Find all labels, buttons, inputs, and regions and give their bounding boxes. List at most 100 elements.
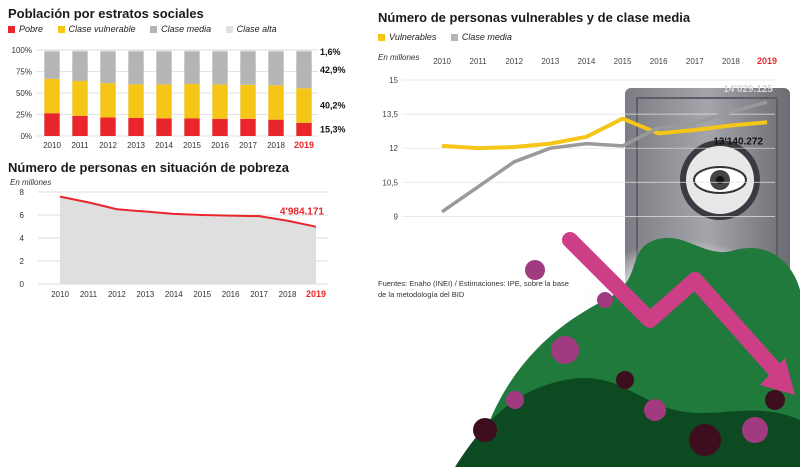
bar-segment xyxy=(44,50,60,52)
bar-segment xyxy=(72,51,88,81)
legend-swatch-icon xyxy=(450,34,458,42)
y-tick-label: 100% xyxy=(12,46,32,55)
bar-segment xyxy=(268,119,284,136)
data-label: 40,2% xyxy=(320,101,346,111)
bar-segment xyxy=(296,88,312,123)
legend-label: Pobre xyxy=(19,24,44,34)
bar-segment xyxy=(240,118,256,136)
x-tick-label: 2012 xyxy=(108,290,126,299)
x-tick-label: 2013 xyxy=(136,290,154,299)
x-tick-label: 2018 xyxy=(267,141,285,150)
chart1-title: Población por estratos sociales xyxy=(8,6,204,21)
bar-segment xyxy=(184,50,200,52)
bar-segment xyxy=(156,84,172,119)
x-tick-label: 2013 xyxy=(541,57,559,66)
legend-swatch-icon xyxy=(150,26,158,34)
source-note: Fuentes: Enaho (INEI) / Estimaciones: IP… xyxy=(378,279,569,299)
series-line xyxy=(59,195,317,228)
bar-segment xyxy=(156,50,172,52)
bar-segment xyxy=(184,118,200,136)
bar-segment xyxy=(72,115,88,136)
series-line xyxy=(441,116,768,151)
y-tick-label: 0 xyxy=(20,280,25,289)
bar-segment xyxy=(296,50,312,52)
y-tick-label: 0% xyxy=(20,132,32,141)
bar-segment xyxy=(128,84,144,118)
legend-item-vulnerable: Clase vulnerable xyxy=(57,24,136,34)
x-tick-label: 2012 xyxy=(505,57,523,66)
bar-segment xyxy=(100,117,116,136)
bar-segment xyxy=(44,113,60,136)
x-tick-label: 2011 xyxy=(71,141,89,150)
data-label: 1,6% xyxy=(320,47,341,57)
bar-segment xyxy=(212,118,228,136)
y-tick-label: 10,5 xyxy=(382,178,398,187)
legend-label: Clase media xyxy=(461,32,512,42)
x-tick-label: 2014 xyxy=(578,57,596,66)
legend-item-clase-media: Clase media xyxy=(450,32,512,42)
series-line xyxy=(441,100,768,214)
x-tick-label: 2019 xyxy=(294,140,314,150)
x-tick-label: 2016 xyxy=(650,57,668,66)
stacked-bar-chart: 0% 25% 50% 75% 100% 2010 2011 2012 2013 2014 2015 2… xyxy=(12,46,346,150)
trend-arrow-icon xyxy=(562,232,783,378)
vulnerables-media-line-chart: 2010 2011 2012 2013 2014 2015 2016 2017 2018 2019… xyxy=(382,56,777,221)
x-tick-label: 2014 xyxy=(155,141,173,150)
legend-label: Clase media xyxy=(161,24,212,34)
bar-segment xyxy=(212,84,228,119)
bar-segment xyxy=(212,51,228,85)
chart3-title: Número de personas vulnerables y de clas… xyxy=(378,10,691,25)
x-tick-label: 2018 xyxy=(722,57,740,66)
x-tick-label: 2016 xyxy=(211,141,229,150)
end-value-label: 13'140.272 xyxy=(713,136,763,147)
y-tick-label: 25% xyxy=(16,111,32,120)
chart1-legend: Pobre Clase vulnerable Clase media Clase… xyxy=(8,24,289,34)
chart3-legend: Vulnerables Clase media xyxy=(378,32,524,42)
legend-item-media: Clase media xyxy=(150,24,211,34)
legend-label: Vulnerables xyxy=(389,32,437,42)
bar-segment xyxy=(72,80,88,116)
bar-segment xyxy=(44,51,60,79)
legend-swatch-icon xyxy=(8,26,15,34)
bar-segment xyxy=(296,122,312,136)
legend-item-vulnerables: Vulnerables xyxy=(378,32,436,42)
trend-arrow-head-icon xyxy=(760,358,795,395)
x-tick-label: 2010 xyxy=(51,290,69,299)
data-label: 42,9% xyxy=(320,65,346,75)
bar-segment xyxy=(184,51,200,84)
area-fill xyxy=(60,196,316,284)
x-tick-label: 2017 xyxy=(239,141,257,150)
bar-segment xyxy=(268,50,284,52)
end-value-label: 4'984.171 xyxy=(280,207,325,218)
bar-segment xyxy=(240,51,256,85)
bar-segment xyxy=(128,50,144,52)
legend-item-pobre: Pobre xyxy=(8,24,43,34)
chart2-title: Número de personas en situación de pobre… xyxy=(8,160,290,175)
bar-segment xyxy=(156,51,172,85)
x-tick-label: 2017 xyxy=(686,57,704,66)
bar-segment xyxy=(128,117,144,136)
poverty-area-chart: 0 2 4 6 8 2010 2011 2012 2013 2014 2015 2016 2017 201… xyxy=(20,188,328,299)
bar-segment xyxy=(156,118,172,136)
y-tick-label: 9 xyxy=(394,212,399,221)
x-tick-label: 2011 xyxy=(80,290,98,299)
x-tick-label: 2010 xyxy=(43,141,61,150)
x-tick-label: 2013 xyxy=(127,141,145,150)
y-tick-label: 8 xyxy=(20,188,25,197)
bar-segment xyxy=(128,51,144,85)
y-tick-label: 12 xyxy=(389,144,398,153)
x-tick-label: 2012 xyxy=(99,141,117,150)
x-tick-label: 2010 xyxy=(433,57,451,66)
y-tick-label: 13,5 xyxy=(382,110,398,119)
bar-segment xyxy=(44,78,60,114)
y-tick-label: 2 xyxy=(20,257,25,266)
virus-dark-icon xyxy=(473,371,785,456)
y-tick-label: 15 xyxy=(389,76,398,85)
legend-swatch-icon xyxy=(57,26,65,34)
illustration-door-virus xyxy=(455,88,800,467)
legend-item-alta: Clase alta xyxy=(225,24,277,34)
x-tick-label: 2018 xyxy=(279,290,297,299)
y-tick-label: 6 xyxy=(20,211,25,220)
bar-segment xyxy=(268,51,284,86)
x-tick-label: 2019 xyxy=(757,56,777,66)
